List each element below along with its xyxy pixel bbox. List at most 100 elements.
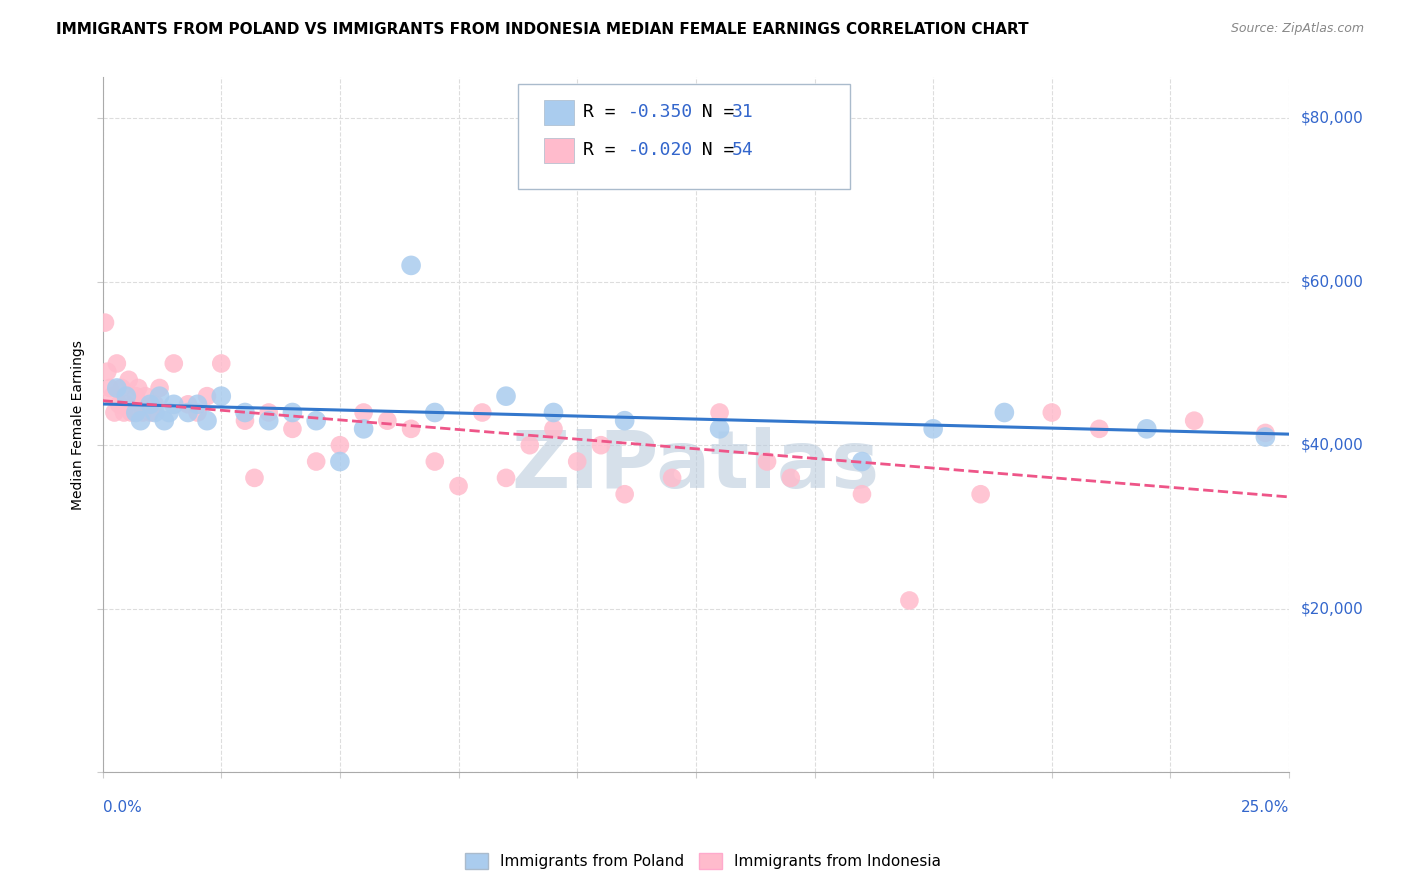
Point [127,381,149,395]
Point [103,405,125,419]
Point [257,405,280,419]
Point [125,405,148,419]
Point [423,454,446,468]
Text: ZIPatlas: ZIPatlas [512,427,880,506]
Point [519,438,541,452]
Point [105,356,128,370]
Text: Source: ZipAtlas.com: Source: ZipAtlas.com [1230,22,1364,36]
Point [163,397,186,411]
Text: IMMIGRANTS FROM POLAND VS IMMIGRANTS FROM INDONESIA MEDIAN FEMALE EARNINGS CORRE: IMMIGRANTS FROM POLAND VS IMMIGRANTS FRO… [56,22,1029,37]
Point [281,422,304,436]
Point [94,316,117,330]
Point [543,422,565,436]
Point [779,471,801,485]
Text: $80,000: $80,000 [1301,111,1364,126]
Point [139,405,162,419]
Point [96,365,118,379]
Point [129,397,152,411]
Point [1136,422,1159,436]
Point [143,397,166,411]
Text: $40,000: $40,000 [1301,438,1364,453]
Y-axis label: Median Female Earnings: Median Female Earnings [72,340,86,509]
Point [495,389,517,403]
Point [125,389,148,403]
Text: N =: N = [681,141,745,160]
Point [305,414,328,428]
Point [613,414,636,428]
Point [233,414,256,428]
Text: 25.0%: 25.0% [1240,800,1289,815]
Point [98,381,121,395]
Point [543,405,565,419]
Point [101,389,124,403]
Text: 0.0%: 0.0% [103,800,142,815]
Point [447,479,470,493]
Point [1254,425,1277,440]
Point [399,259,422,273]
Point [1182,414,1205,428]
Point [1254,430,1277,444]
FancyBboxPatch shape [544,100,574,125]
Point [922,422,945,436]
Point [118,373,141,387]
Point [233,405,256,419]
Point [613,487,636,501]
Point [120,405,142,419]
Text: R =: R = [583,141,627,160]
FancyBboxPatch shape [517,85,851,188]
Point [110,381,132,395]
Point [177,405,200,419]
Point [329,438,352,452]
Point [134,389,156,403]
Text: N =: N = [681,103,745,121]
Point [257,414,280,428]
Point [243,471,266,485]
Point [186,405,208,419]
Text: $20,000: $20,000 [1301,601,1364,616]
Text: -0.350: -0.350 [628,103,693,121]
Point [399,422,422,436]
Point [851,487,873,501]
Point [139,397,162,411]
Point [329,454,352,468]
Point [153,414,176,428]
Point [115,389,138,403]
Point [148,381,170,395]
Point [305,454,328,468]
Point [209,389,232,403]
FancyBboxPatch shape [544,138,574,163]
Point [589,438,612,452]
Point [112,405,135,419]
Point [423,405,446,419]
Point [709,422,731,436]
Point [163,356,186,370]
Text: -0.020: -0.020 [628,141,693,160]
Point [756,454,779,468]
Point [471,405,494,419]
Point [115,397,138,411]
Point [353,405,375,419]
Point [108,397,131,411]
Point [129,414,152,428]
Point [195,389,218,403]
Point [993,405,1015,419]
Point [1040,405,1063,419]
Point [969,487,991,501]
Text: 54: 54 [731,141,754,160]
Point [157,405,180,419]
Text: $60,000: $60,000 [1301,274,1364,289]
Point [177,397,200,411]
Point [195,414,218,428]
Point [148,389,170,403]
Point [495,471,517,485]
Point [105,381,128,395]
Text: 31: 31 [731,103,754,121]
Point [851,454,873,468]
Text: R =: R = [583,103,627,121]
Point [132,405,155,419]
Point [377,414,399,428]
Legend: Immigrants from Poland, Immigrants from Indonesia: Immigrants from Poland, Immigrants from … [458,847,948,875]
Point [209,356,232,370]
Point [353,422,375,436]
Point [898,593,921,607]
